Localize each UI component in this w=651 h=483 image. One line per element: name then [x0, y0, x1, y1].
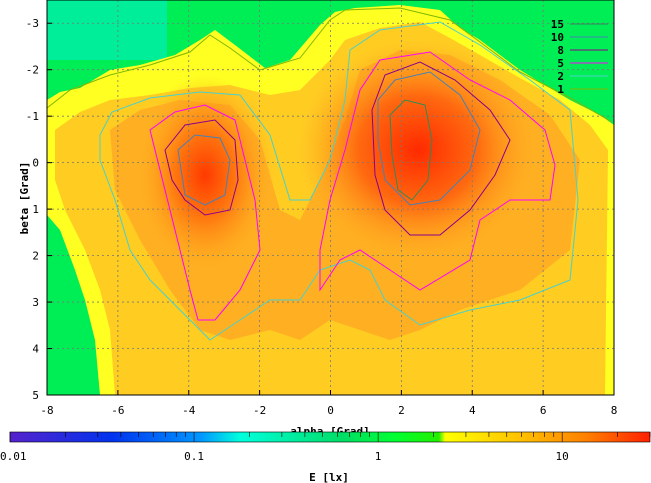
- y-tick-label: 0: [32, 157, 39, 170]
- y-tick-label: 5: [32, 389, 39, 402]
- contour-8-right: [371, 61, 511, 236]
- y-axis: -3 -2 -1 0 1 2 3 4 5: [26, 17, 52, 402]
- legend-label: 2: [557, 70, 564, 83]
- contour-8-left: [164, 119, 239, 216]
- x-tick-label: -8: [40, 404, 53, 417]
- legend-label: 5: [557, 57, 564, 70]
- x-axis: -8 -6 -4 -2 0 2 4 6 8: [40, 390, 617, 417]
- peak-right: [298, 40, 538, 260]
- y-tick-label: 4: [32, 343, 39, 356]
- contour-lines: [47, 7, 613, 341]
- y-axis-label: beta [Grad]: [18, 162, 31, 235]
- y-tick-label: 2: [32, 250, 39, 263]
- colorbar-axis: 0.01 0.1 1 10: [0, 432, 651, 463]
- contour-5-left: [149, 104, 261, 321]
- x-tick-label: 4: [469, 404, 476, 417]
- x-tick-label: 0: [327, 404, 334, 417]
- grid-lines: [47, 0, 614, 395]
- x-tick-label: 6: [540, 404, 547, 417]
- legend-label: 1: [557, 83, 564, 96]
- x-tick-label: -2: [253, 404, 266, 417]
- y-tick-label: -3: [26, 17, 39, 30]
- contour-5-right: [319, 51, 556, 292]
- x-tick-label: -6: [111, 404, 124, 417]
- legend-label: 8: [557, 44, 564, 57]
- peak-left: [135, 75, 275, 275]
- colorbar-tick-label: 0.1: [184, 450, 204, 463]
- legend-label: 10: [551, 31, 564, 44]
- contour-15-right: [389, 99, 433, 201]
- colorbar-label: E [lx]: [309, 471, 349, 483]
- legend-label: 15: [551, 18, 564, 31]
- contour-10-left: [177, 134, 231, 206]
- contour-1-edge: [47, 7, 613, 123]
- low-field-corner: [47, 0, 167, 60]
- contour-2-left: [99, 21, 579, 341]
- x-tick-label: -4: [182, 404, 196, 417]
- colorbar-tick-label: 10: [556, 450, 569, 463]
- y-tick-label: 1: [32, 203, 39, 216]
- colorbar-tick-label: 1: [375, 450, 382, 463]
- x-tick-label: 8: [611, 404, 618, 417]
- contour-10-right: [377, 71, 481, 206]
- x-tick-label: 2: [398, 404, 405, 417]
- colorbar-tick-label: 0.01: [0, 450, 27, 463]
- y-tick-label: -2: [26, 64, 39, 77]
- y-tick-label: 3: [32, 296, 39, 309]
- y-tick-label: -1: [26, 110, 39, 123]
